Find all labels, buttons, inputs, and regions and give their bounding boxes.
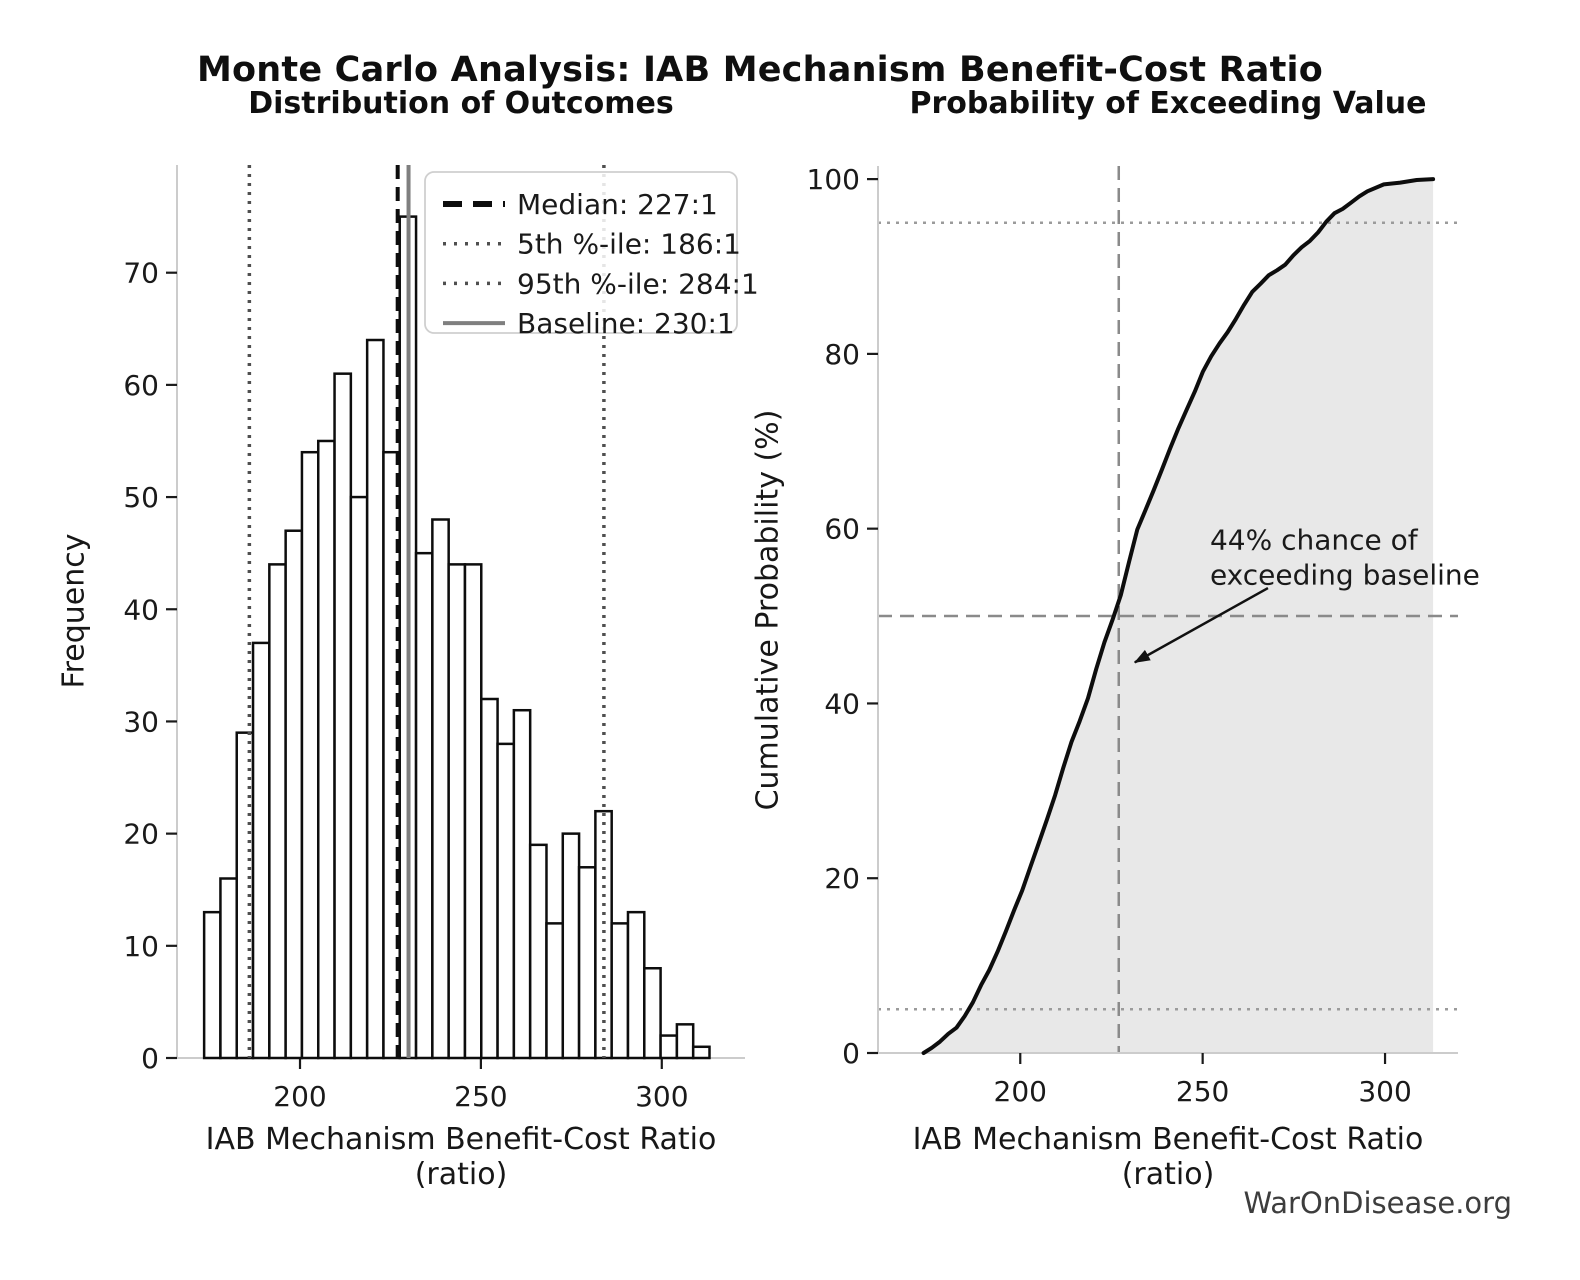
x-tick-label: 250 [1176,1075,1229,1108]
histogram-bar [512,708,532,1060]
right-chart-title: Probability of Exceeding Value [909,86,1427,121]
cdf-curve [921,177,1436,1055]
y-tick-label: 60 [824,513,860,546]
y-tick-label: 20 [824,862,860,895]
annotation-text: exceeding baseline [1210,559,1480,592]
histogram-bar [463,563,483,1060]
histogram-bars [202,215,711,1060]
annotation-text: 44% chance of [1210,524,1419,557]
left-chart-title: Distribution of Outcomes [248,86,674,121]
histogram-bar [316,439,336,1060]
watermark-text: WarOnDisease.org [1243,1186,1512,1220]
reference-lines [878,166,1458,1053]
y-tick-label: 20 [123,818,159,851]
x-tick-label: 200 [994,1075,1047,1108]
legend-label: Median: 227:1 [517,188,718,221]
x-tick-label: 300 [1358,1075,1411,1108]
y-tick-label: 80 [824,338,860,371]
y-tick-label: 0 [842,1037,860,1070]
histogram-bar [300,450,320,1060]
histogram-bar [219,877,238,1060]
histogram-bar [659,1034,679,1060]
histogram-bar [480,697,499,1060]
y-tick-label: 10 [123,930,159,963]
legend: Median: 227:1 5th %-ile: 186:1 95th %-ile:… [424,171,759,340]
y-tick-label: 100 [807,163,860,196]
histogram-bar [414,551,434,1060]
legend-box [424,171,738,334]
left-y-axis-label: Frequency [56,533,92,689]
axes: 200 250 300 0 10 20 30 40 50 60 70 [123,165,745,1113]
histogram-bar [365,338,385,1060]
annotation-arrow [1133,586,1269,664]
right-y-axis-label: Cumulative Probability (%) [750,409,786,811]
left-x-axis-label: IAB Mechanism Benefit-Cost Ratio (ratio) [205,1122,717,1192]
histogram-bar [675,1023,695,1060]
left-chart: 200 250 300 0 10 20 30 40 50 60 70 Median: 227:1 5th… [123,165,759,1113]
right-chart: 200 250 300 0 20 40 60 80 100 44% chance ofexceed… [807,163,1480,1108]
x-tick-label: 250 [454,1080,507,1113]
legend-label: 95th %-ile: 284:1 [517,267,759,300]
histogram-bar [349,495,369,1060]
y-tick-label: 70 [123,257,159,290]
histogram-bar [284,529,304,1060]
histogram-bar [561,832,581,1060]
histogram-bar [333,372,353,1060]
histogram-bar [447,563,467,1060]
histogram-bar [577,866,597,1060]
histogram-bar [431,518,450,1060]
histogram-bar [643,967,662,1060]
cdf-fill [923,179,1434,1054]
x-tick-label: 300 [635,1080,688,1113]
y-tick-label: 40 [824,687,860,720]
histogram-bar [528,843,548,1060]
legend-label: 5th %-ile: 186:1 [517,228,741,261]
histogram-bar [202,910,222,1060]
histogram-bar [496,742,516,1060]
y-tick-label: 50 [123,481,159,514]
histogram-bar [610,922,630,1060]
y-tick-label: 30 [123,705,159,738]
axes: 200 250 300 0 20 40 60 80 100 [807,163,1458,1108]
right-x-axis-label: IAB Mechanism Benefit-Cost Ratio (ratio) [912,1122,1424,1192]
figure-title: Monte Carlo Analysis: IAB Mechanism Bene… [197,50,1323,90]
x-tick-label: 200 [273,1080,326,1113]
y-tick-label: 0 [141,1042,159,1075]
legend-label: Baseline: 230:1 [517,307,735,340]
histogram-bar [545,922,565,1060]
histogram-bar [251,641,271,1060]
y-tick-label: 40 [123,593,159,626]
histogram-bar [691,1045,711,1060]
histogram-bar [626,910,646,1060]
reference-lines [247,165,606,1058]
y-tick-label: 60 [123,369,159,402]
histogram-bar [268,563,287,1060]
